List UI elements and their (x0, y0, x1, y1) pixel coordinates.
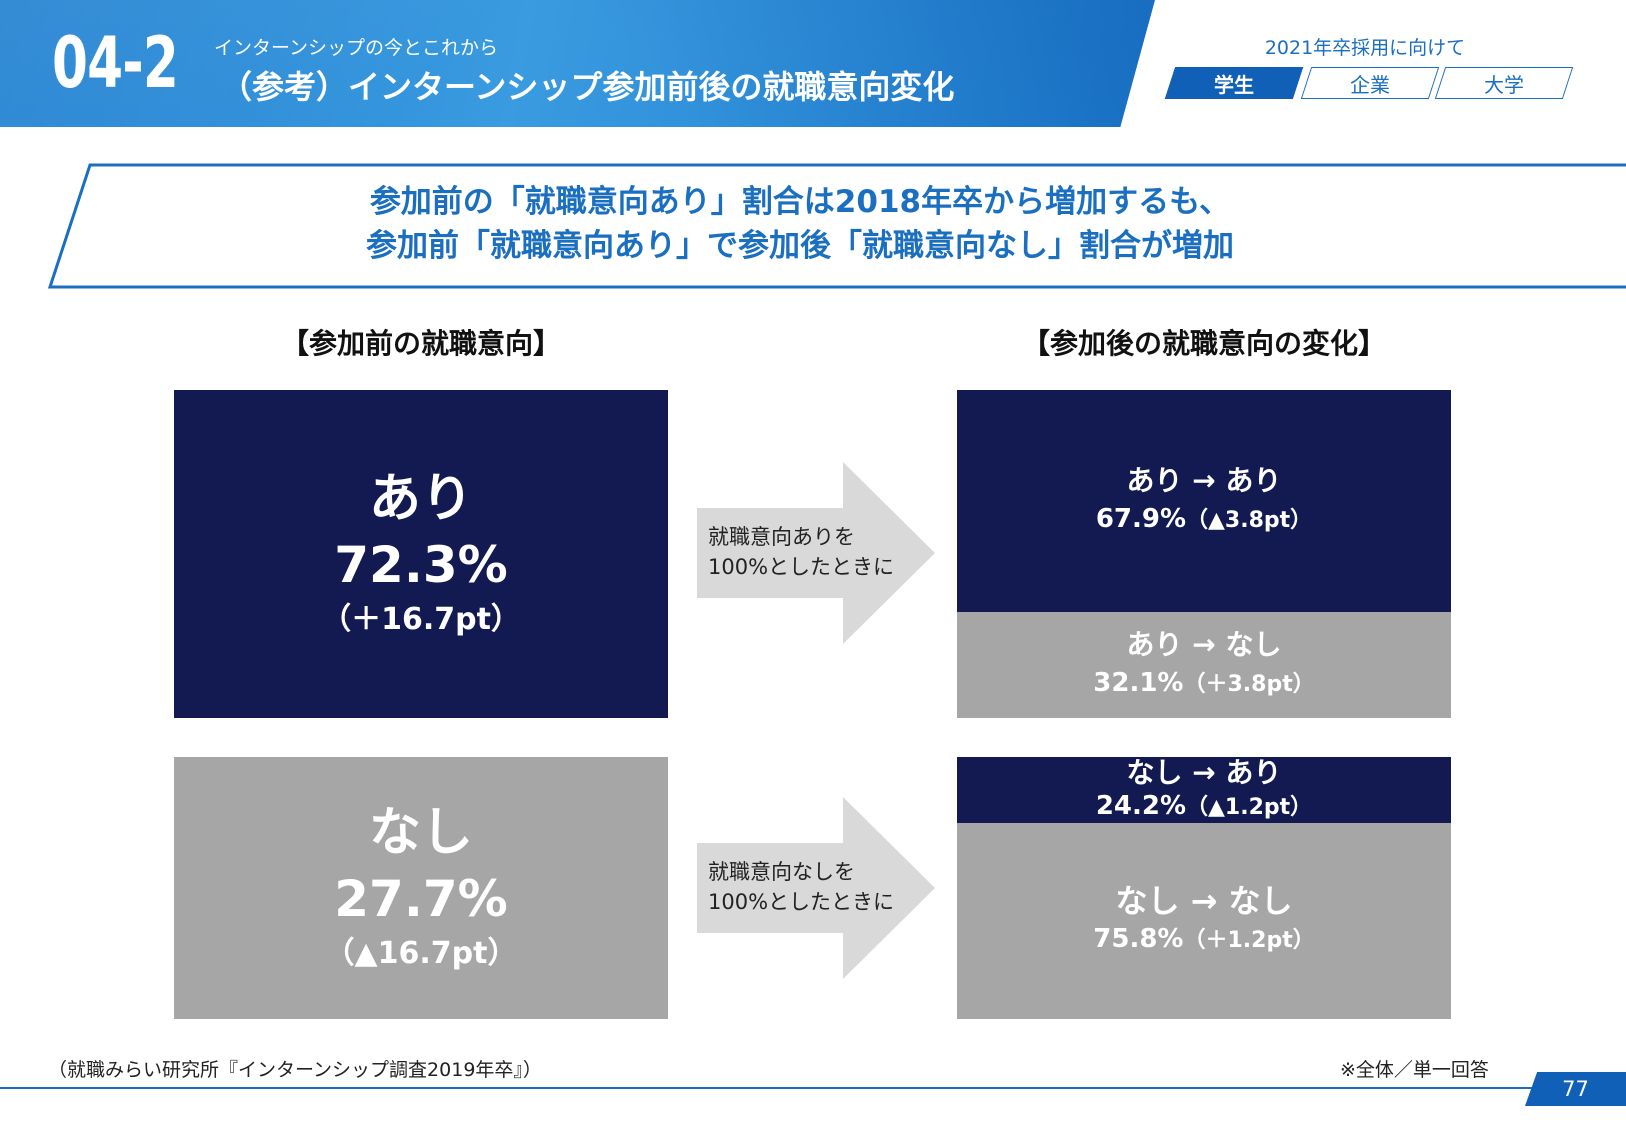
after-yes-no-block: あり → なし 32.1%（＋3.8pt） (957, 612, 1451, 718)
before-yes-percent: 72.3% (334, 536, 508, 594)
after-yes-yes-percent: 67.9% (1095, 504, 1187, 534)
before-column-title: 【参加前の就職意向】 (280, 327, 561, 360)
after-no-no-value: 75.8%（＋1.2pt） (1093, 920, 1314, 960)
page-number: 77 (1525, 1072, 1626, 1106)
header-banner (0, 0, 1155, 127)
tab-company[interactable]: 企業 (1300, 67, 1440, 99)
tab-student-label: 学生 (1214, 72, 1254, 97)
after-no-no-diff: （＋1.2pt） (1183, 928, 1315, 953)
arrow-bottom-caption-line-2: 100%としたときに (708, 890, 895, 914)
after-yes-yes-diff: （▲3.8pt） (1186, 508, 1313, 533)
headline: 参加前の「就職意向あり」割合は2018年卒から増加するも、 参加前「就職意向あり… (160, 180, 1440, 268)
after-yes-no-diff: （＋3.8pt） (1183, 672, 1315, 697)
after-no-no-label: なし → なし (1115, 882, 1293, 920)
arrow-bottom-caption: 就職意向なしを 100%としたときに (708, 857, 894, 917)
arrow-bottom-caption-line-1: 就職意向なしを (708, 860, 855, 884)
before-no-diff: （▲16.7pt） (324, 936, 518, 971)
after-yes-yes-label: あり → あり (1126, 464, 1282, 497)
arrow-top-caption-line-2: 100%としたときに (708, 555, 895, 579)
source-note: （就職みらい研究所『インターンシップ調査2019年卒』） (48, 1059, 542, 1081)
before-no-block: なし 27.7% （▲16.7pt） (174, 757, 668, 1019)
after-no-yes-diff: （▲1.2pt） (1186, 795, 1313, 820)
footer-divider (0, 1087, 1540, 1089)
audience-label: 2021年卒採用に向けて (1264, 37, 1466, 59)
right-arrow-icon (697, 462, 935, 644)
tab-university[interactable]: 大学 (1434, 67, 1574, 99)
before-yes-label: あり (368, 469, 473, 529)
before-yes-block: あり 72.3% （＋16.7pt） (174, 390, 668, 718)
after-no-yes-block: なし → あり 24.2%（▲1.2pt） (957, 756, 1451, 824)
section-subtitle: インターンシップの今とこれから (214, 37, 499, 59)
after-no-yes-percent: 24.2% (1095, 791, 1187, 821)
after-no-no-block: なし → なし 75.8%（＋1.2pt） (957, 823, 1451, 1019)
right-arrow-icon (697, 797, 935, 979)
headline-line-1: 参加前の「就職意向あり」割合は2018年卒から増加するも、 (369, 184, 1231, 220)
header-banner-decoration (0, 0, 1155, 127)
arrow-top-caption: 就職意向ありを 100%としたときに (708, 522, 894, 582)
before-no-label: なし (368, 803, 473, 863)
tab-university-label: 大学 (1484, 72, 1524, 97)
after-no-no-percent: 75.8% (1093, 924, 1184, 954)
answer-note: ※全体／単一回答 (1340, 1059, 1489, 1081)
page-title: （参考）インターンシップ参加前後の就職意向変化 (220, 68, 955, 106)
after-no-yes-label: なし → あり (1126, 756, 1282, 789)
section-number: 04-2 (52, 22, 179, 104)
after-column-title: 【参加後の就職意向の変化】 (1021, 327, 1386, 360)
after-yes-no-value: 32.1%（＋3.8pt） (1093, 664, 1314, 704)
after-yes-no-percent: 32.1% (1093, 668, 1184, 698)
headline-frame (48, 163, 1626, 291)
after-yes-yes-value: 67.9%（▲3.8pt） (1096, 500, 1312, 540)
headline-line-2: 参加前「就職意向あり」で参加後「就職意向なし」割合が増加 (366, 228, 1234, 264)
after-yes-yes-block: あり → あり 67.9%（▲3.8pt） (957, 390, 1451, 612)
arrow-top-caption-line-1: 就職意向ありを (708, 525, 855, 549)
before-no-percent: 27.7% (334, 870, 508, 928)
after-yes-no-label: あり → なし (1126, 628, 1282, 661)
before-yes-diff: （＋16.7pt） (321, 602, 521, 637)
after-no-yes-value: 24.2%（▲1.2pt） (1096, 790, 1312, 824)
tab-company-label: 企業 (1350, 72, 1390, 97)
tab-student[interactable]: 学生 (1164, 67, 1304, 99)
